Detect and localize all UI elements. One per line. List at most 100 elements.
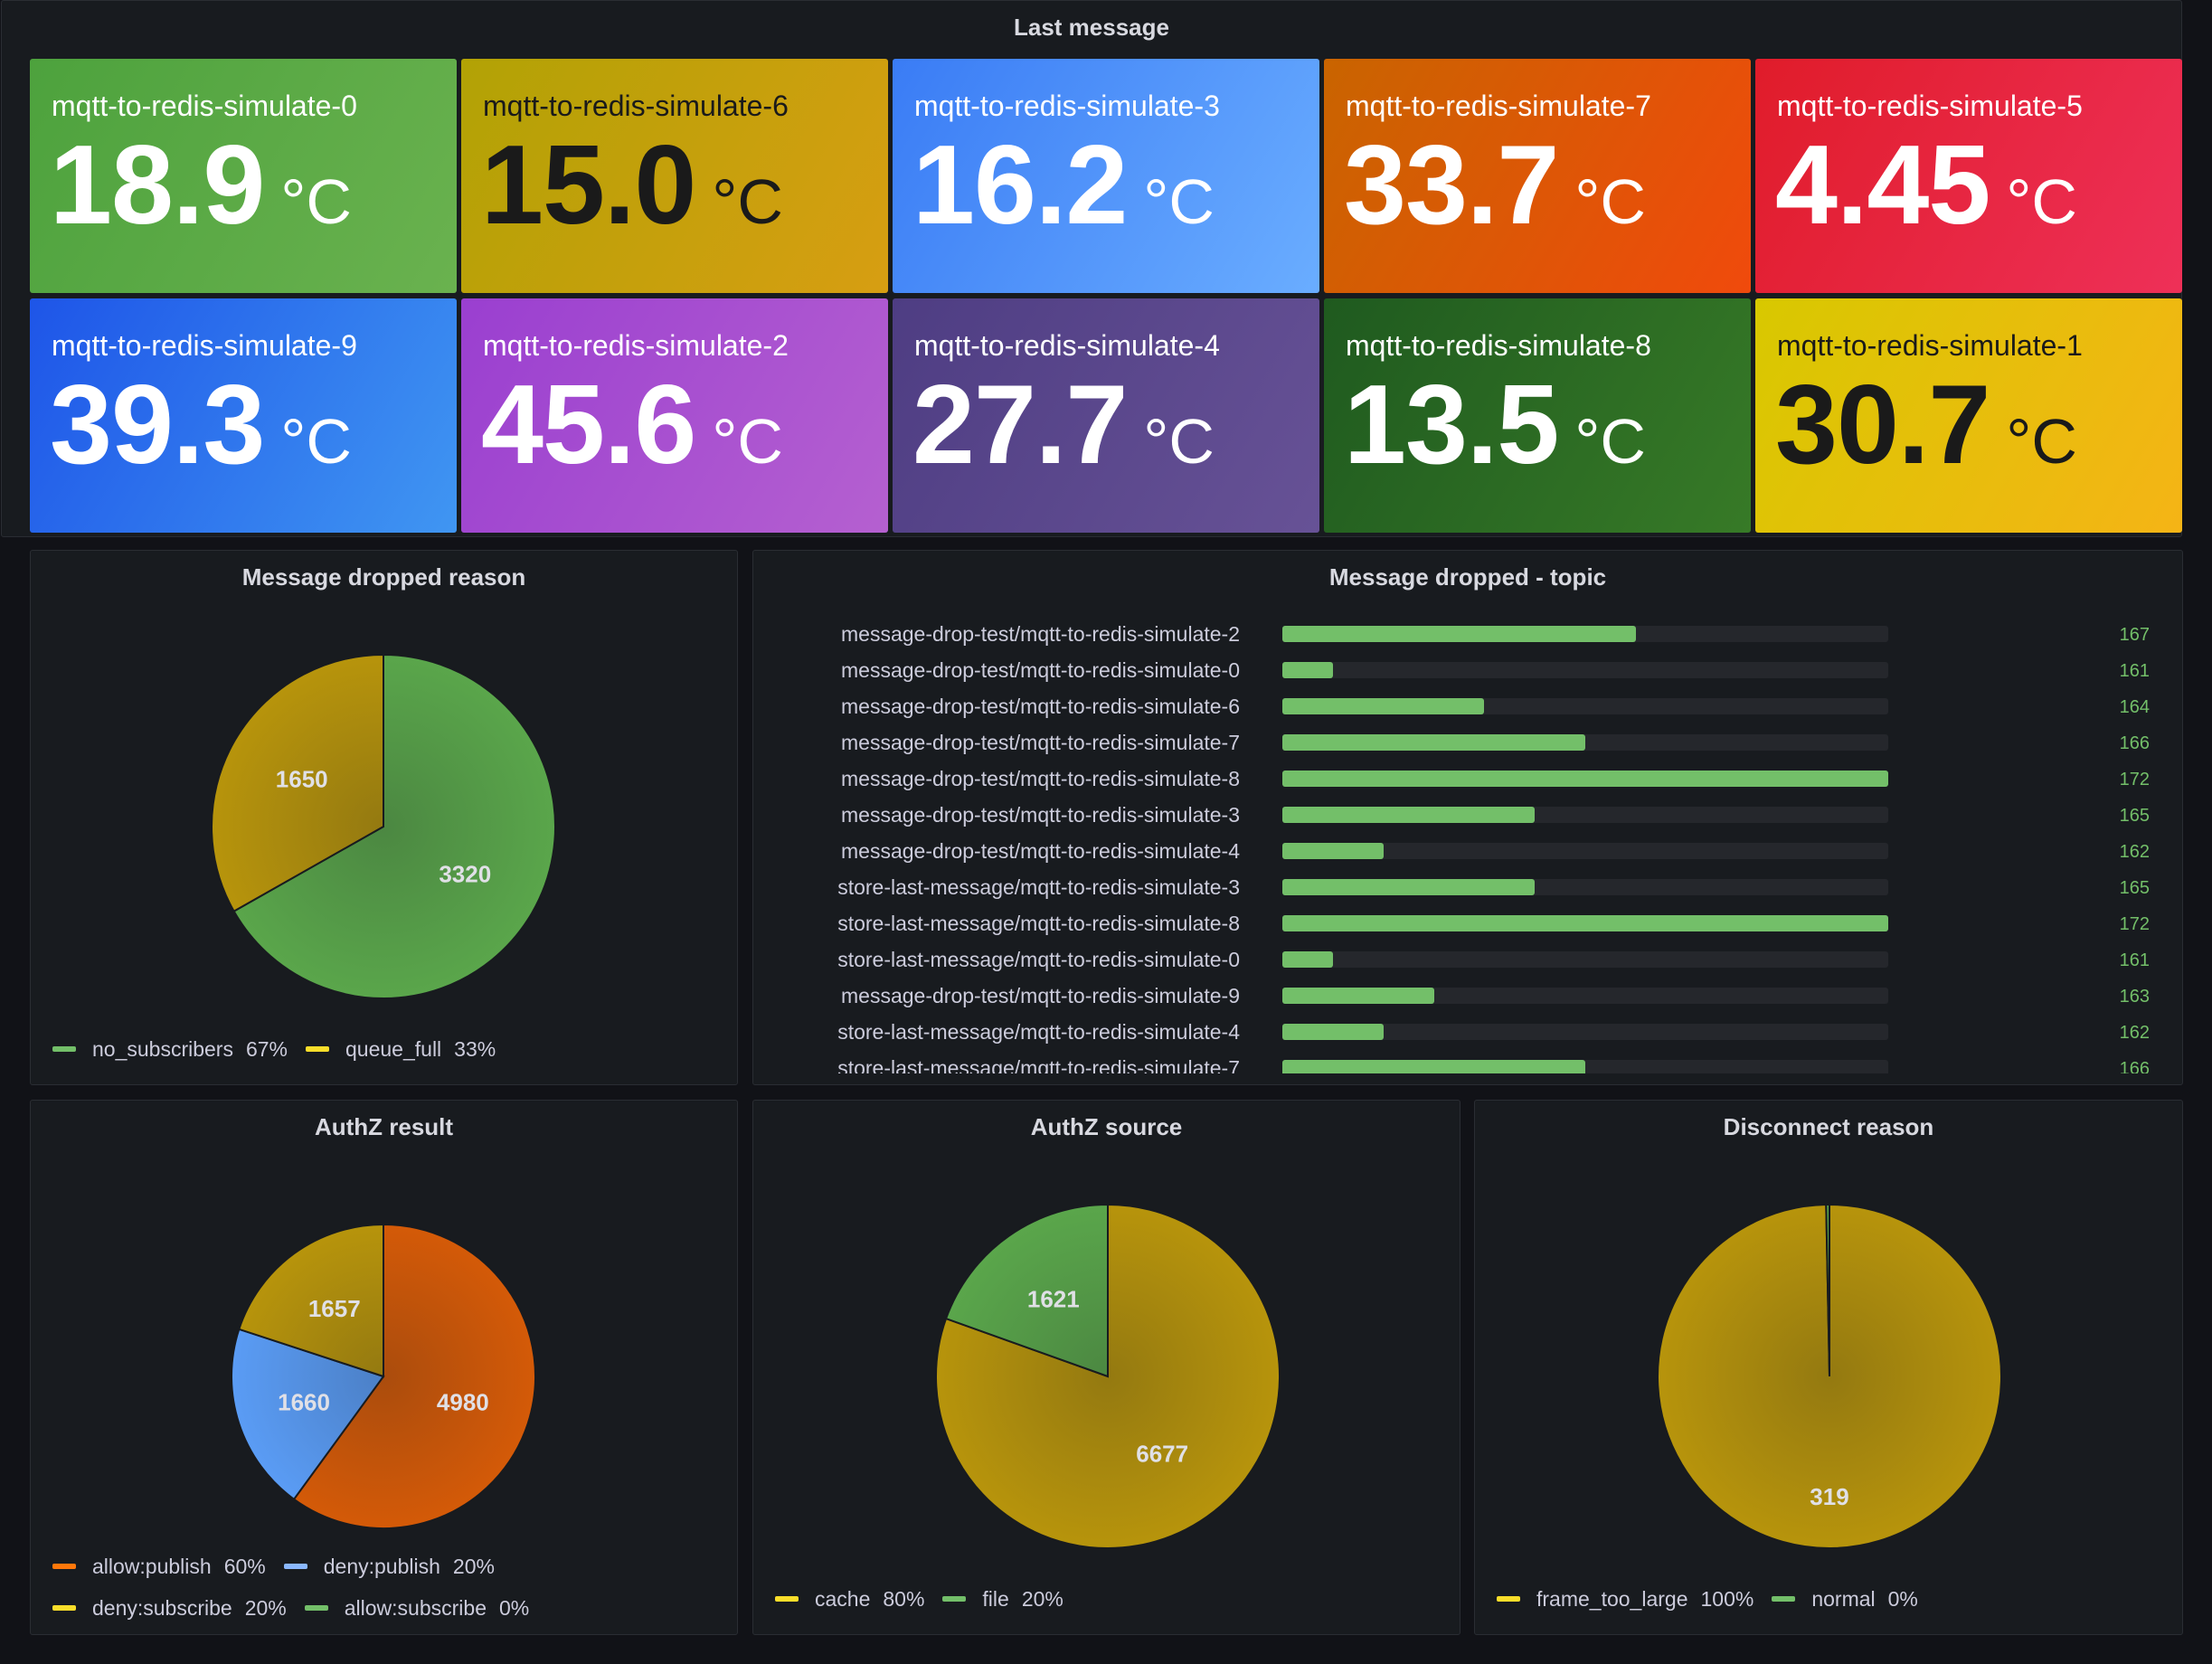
legend-swatch	[52, 1045, 76, 1052]
stat-tile[interactable]: mqtt-to-redis-simulate-8 13.5 °C	[1324, 298, 1751, 533]
panel-title[interactable]: Last message	[1014, 14, 1169, 41]
legend-item[interactable]: frame_too_large 100%	[1497, 1587, 1754, 1612]
stat-tile-value: 27.7 °C	[912, 369, 1215, 481]
stat-tile[interactable]: mqtt-to-redis-simulate-9 39.3 °C	[30, 298, 457, 533]
legend-item[interactable]: deny:subscribe 20%	[52, 1587, 287, 1629]
stat-tile[interactable]: mqtt-to-redis-simulate-2 45.6 °C	[461, 298, 888, 533]
stat-tile[interactable]: mqtt-to-redis-simulate-0 18.9 °C	[30, 59, 457, 293]
bar-row[interactable]: message-drop-test/mqtt-to-redis-simulate…	[753, 833, 2182, 869]
bar-fill	[1282, 988, 1434, 1004]
bar-row[interactable]: store-last-message/mqtt-to-redis-simulat…	[753, 1014, 2182, 1050]
legend-percent: 33%	[454, 1037, 496, 1061]
bar-value: 162	[2119, 1023, 2150, 1043]
bar-label: store-last-message/mqtt-to-redis-simulat…	[837, 912, 1240, 935]
bar-label: store-last-message/mqtt-to-redis-simulat…	[837, 1056, 1240, 1073]
bar-label: message-drop-test/mqtt-to-redis-simulate…	[841, 658, 1240, 682]
bar-row[interactable]: message-drop-test/mqtt-to-redis-simulate…	[753, 978, 2182, 1014]
stat-tile[interactable]: mqtt-to-redis-simulate-4 27.7 °C	[893, 298, 1319, 533]
legend-item[interactable]: cache 80%	[775, 1587, 924, 1612]
bar-row[interactable]: store-last-message/mqtt-to-redis-simulat…	[753, 1050, 2182, 1073]
legend-label: normal	[1811, 1587, 1876, 1611]
bar-row[interactable]: message-drop-test/mqtt-to-redis-simulate…	[753, 652, 2182, 688]
bar-fill	[1282, 771, 1888, 787]
bar-track	[1282, 698, 1888, 714]
panel-title[interactable]: AuthZ source	[1030, 1113, 1183, 1140]
bar-row[interactable]: store-last-message/mqtt-to-redis-simulat…	[753, 869, 2182, 905]
bar-value: 162	[2119, 842, 2150, 862]
bar-fill	[1282, 807, 1536, 823]
legend-item[interactable]: no_subscribers 67%	[52, 1037, 288, 1062]
legend-item[interactable]: queue_full 33%	[306, 1037, 496, 1062]
stat-tile-name: mqtt-to-redis-simulate-5	[1777, 90, 2083, 122]
authz-source-legend: cache 80% file 20%	[775, 1587, 1082, 1612]
pie-slice-no-subscribers[interactable]	[232, 653, 556, 999]
bar-row[interactable]: message-drop-test/mqtt-to-redis-simulate…	[753, 616, 2182, 652]
bar-label: message-drop-test/mqtt-to-redis-simulate…	[841, 803, 1240, 827]
stat-tile[interactable]: mqtt-to-redis-simulate-5 4.45 °C	[1755, 59, 2182, 293]
stat-tile-name: mqtt-to-redis-simulate-8	[1346, 329, 1651, 362]
pie-value-label: 1657	[308, 1295, 361, 1322]
stat-tile-value: 33.7 °C	[1344, 129, 1646, 241]
stat-tile-name: mqtt-to-redis-simulate-7	[1346, 90, 1651, 122]
legend-item[interactable]: allow:subscribe 0%	[304, 1587, 529, 1629]
legend-item[interactable]: deny:publish 20%	[283, 1546, 495, 1587]
bar-row[interactable]: message-drop-test/mqtt-to-redis-simulate…	[753, 797, 2182, 833]
bar-row[interactable]: message-drop-test/mqtt-to-redis-simulate…	[753, 761, 2182, 797]
panel-title[interactable]: AuthZ result	[314, 1113, 454, 1140]
panel-title[interactable]: Message dropped reason	[241, 563, 526, 591]
bar-value: 165	[2119, 878, 2150, 898]
stat-number: 45.6	[481, 363, 696, 487]
stat-tile-value: 45.6 °C	[481, 369, 783, 481]
bar-track	[1282, 734, 1888, 751]
bar-track	[1282, 1024, 1888, 1040]
bar-value: 166	[2119, 1059, 2150, 1073]
stat-number: 4.45	[1775, 123, 1990, 248]
bar-row[interactable]: store-last-message/mqtt-to-redis-simulat…	[753, 941, 2182, 978]
bar-row[interactable]: store-last-message/mqtt-to-redis-simulat…	[753, 905, 2182, 941]
legend-swatch	[775, 1595, 799, 1602]
stat-number: 15.0	[481, 123, 696, 248]
stat-tile[interactable]: mqtt-to-redis-simulate-7 33.7 °C	[1324, 59, 1751, 293]
bar-fill	[1282, 698, 1485, 714]
bar-fill	[1282, 879, 1536, 895]
pie-slice-allow-publish[interactable]	[292, 1223, 536, 1529]
legend-item[interactable]: file 20%	[942, 1587, 1063, 1612]
legend-swatch	[283, 1563, 307, 1569]
stat-unit: °C	[712, 406, 783, 477]
authz-result-legend: allow:publish 60% deny:publish 20% deny:subs…	[52, 1546, 722, 1629]
pie-slice-queue-full[interactable]	[211, 653, 384, 912]
panel-title[interactable]: Message dropped - topic	[1328, 563, 1607, 591]
authz-source-pie: 6677 1621	[935, 1203, 1281, 1549]
stat-tile-value: 16.2 °C	[912, 129, 1215, 241]
stat-tile[interactable]: mqtt-to-redis-simulate-1 30.7 °C	[1755, 298, 2182, 533]
stat-tile[interactable]: mqtt-to-redis-simulate-3 16.2 °C	[893, 59, 1319, 293]
bar-fill	[1282, 662, 1333, 678]
legend-percent: 80%	[883, 1587, 925, 1611]
pie-value-label: 1650	[276, 765, 328, 792]
legend-label: deny:publish	[323, 1555, 440, 1578]
bar-label: message-drop-test/mqtt-to-redis-simulate…	[841, 695, 1240, 718]
bar-label: store-last-message/mqtt-to-redis-simulat…	[837, 948, 1240, 971]
pie-slice-deny-publish[interactable]	[231, 1328, 385, 1501]
bar-row[interactable]: message-drop-test/mqtt-to-redis-simulate…	[753, 724, 2182, 761]
bar-fill	[1282, 951, 1333, 968]
stat-unit: °C	[280, 406, 352, 477]
pie-slice-deny-subscribe[interactable]	[238, 1223, 384, 1378]
legend-percent: 67%	[245, 1037, 288, 1061]
legend-item[interactable]: allow:publish 60%	[52, 1546, 266, 1587]
bar-row[interactable]: message-drop-test/mqtt-to-redis-simulate…	[753, 688, 2182, 724]
stat-tile[interactable]: mqtt-to-redis-simulate-6 15.0 °C	[461, 59, 888, 293]
stat-unit: °C	[2006, 406, 2077, 477]
bar-track	[1282, 915, 1888, 931]
legend-swatch	[1772, 1595, 1796, 1602]
stat-number: 18.9	[50, 123, 265, 248]
legend-label: cache	[815, 1587, 871, 1611]
bar-track	[1282, 843, 1888, 859]
stat-number: 30.7	[1775, 363, 1990, 487]
panel-title[interactable]: Disconnect reason	[1723, 1113, 1934, 1140]
pie-value-label: 1660	[278, 1388, 330, 1415]
bar-track	[1282, 879, 1888, 895]
legend-item[interactable]: normal 0%	[1772, 1587, 1918, 1612]
pie-slice-file[interactable]	[944, 1203, 1109, 1378]
pie-slice-normal[interactable]	[1825, 1203, 1830, 1377]
